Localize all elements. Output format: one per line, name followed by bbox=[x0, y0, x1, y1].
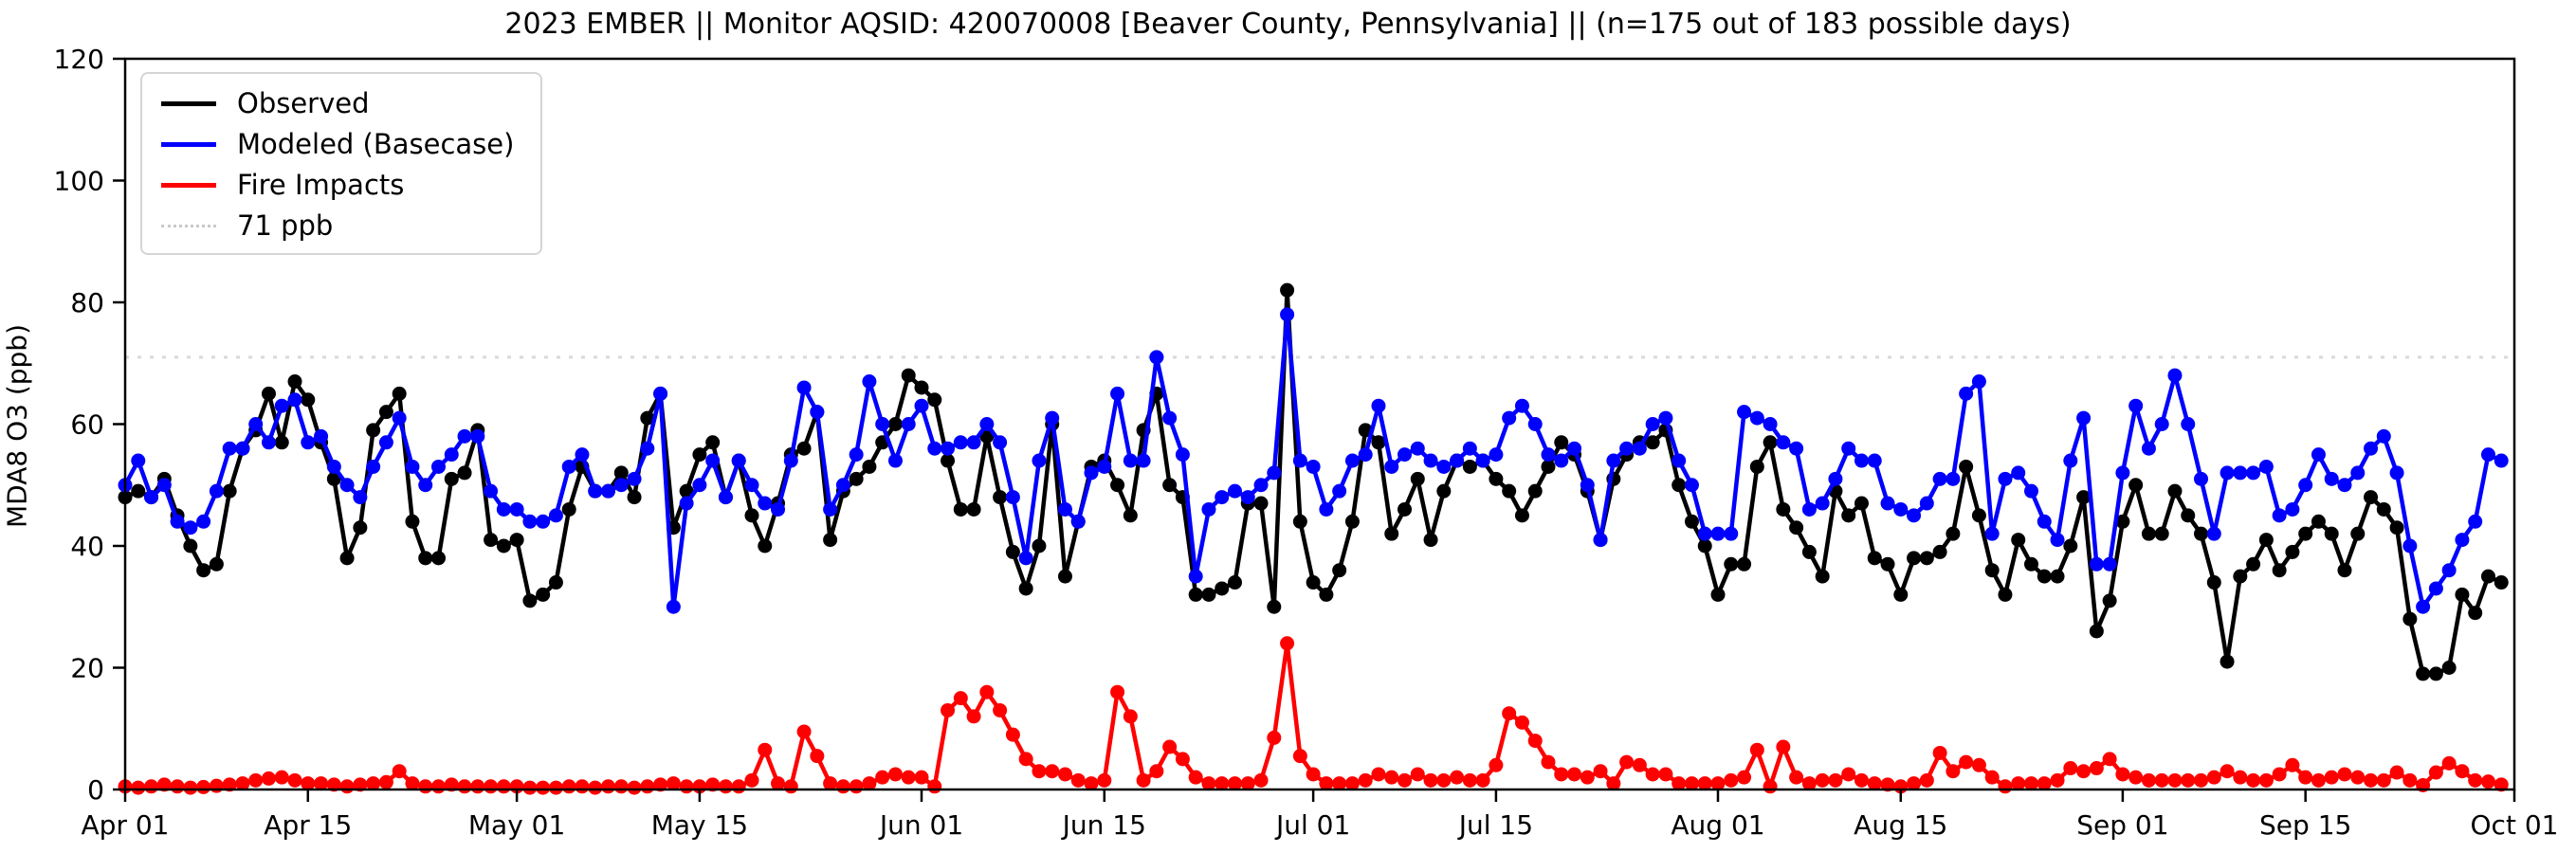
legend-label: Observed bbox=[237, 87, 370, 119]
svg-text:Jun 15: Jun 15 bbox=[1061, 809, 1146, 841]
legend-item-threshold: 71 ppb bbox=[161, 209, 514, 242]
legend-label: 71 ppb bbox=[237, 209, 334, 242]
svg-text:20: 20 bbox=[70, 653, 104, 684]
legend-label: Fire Impacts bbox=[237, 169, 405, 201]
chart-title: 2023 EMBER || Monitor AQSID: 420070008 [… bbox=[504, 8, 2072, 41]
svg-text:Aug 01: Aug 01 bbox=[1671, 809, 1764, 841]
svg-text:Apr 01: Apr 01 bbox=[82, 809, 170, 841]
svg-text:May 15: May 15 bbox=[651, 809, 748, 841]
svg-text:Oct 01: Oct 01 bbox=[2471, 809, 2559, 841]
svg-text:40: 40 bbox=[70, 531, 104, 562]
fire-line-swatch bbox=[161, 182, 216, 188]
observed-line-swatch bbox=[161, 100, 216, 106]
modeled-line-swatch bbox=[161, 141, 216, 147]
svg-text:0: 0 bbox=[87, 774, 104, 806]
svg-text:Sep 01: Sep 01 bbox=[2076, 809, 2168, 841]
svg-text:Jul 01: Jul 01 bbox=[1274, 809, 1350, 841]
svg-text:Apr 15: Apr 15 bbox=[264, 809, 352, 841]
modeled-series bbox=[118, 307, 2509, 614]
legend-item-modeled: Modeled (Basecase) bbox=[161, 128, 514, 160]
threshold-line-swatch bbox=[161, 224, 216, 227]
svg-text:80: 80 bbox=[70, 287, 104, 318]
legend: Observed Modeled (Basecase) Fire Impacts… bbox=[140, 72, 543, 255]
svg-text:Jul 15: Jul 15 bbox=[1457, 809, 1533, 841]
svg-text:Aug 15: Aug 15 bbox=[1854, 809, 1947, 841]
y-axis-ticks: 0 20 40 60 80 100 120 bbox=[54, 44, 125, 806]
fire-impacts-series bbox=[118, 636, 2509, 795]
svg-text:120: 120 bbox=[54, 44, 104, 75]
svg-text:Sep 15: Sep 15 bbox=[2259, 809, 2351, 841]
svg-text:100: 100 bbox=[54, 166, 104, 197]
svg-text:May 01: May 01 bbox=[468, 809, 565, 841]
observed-series bbox=[118, 282, 2509, 681]
x-axis-ticks: Apr 01 Apr 15 May 01 May 15 Jun 01 Jun 15 Jul … bbox=[82, 789, 2559, 841]
legend-label: Modeled (Basecase) bbox=[237, 128, 515, 160]
legend-item-fire: Fire Impacts bbox=[161, 169, 514, 201]
legend-item-observed: Observed bbox=[161, 87, 514, 119]
svg-text:60: 60 bbox=[70, 409, 104, 441]
svg-text:Jun 01: Jun 01 bbox=[878, 809, 963, 841]
